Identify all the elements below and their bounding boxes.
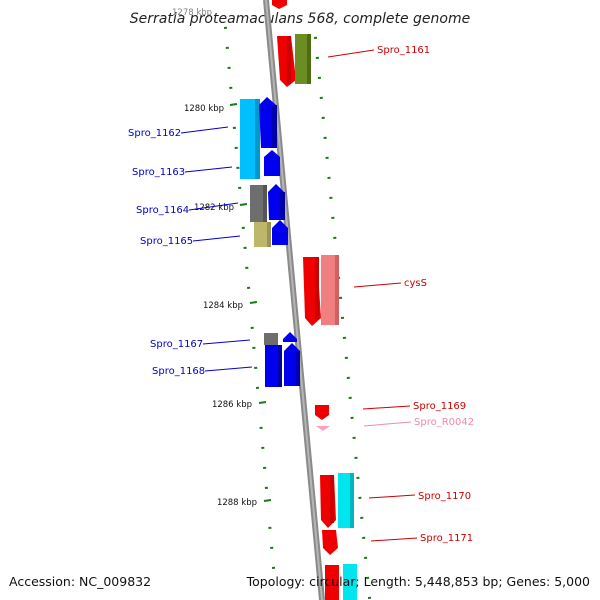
- gene-spro-1167[interactable]: [264, 333, 278, 345]
- major-tick: 1286 kbp: [212, 400, 267, 410]
- tick-label-1282: 1282 kbp: [194, 203, 234, 213]
- gene-red-cys-left[interactable]: [303, 257, 321, 326]
- genome-backbone-highlight: [265, 0, 323, 600]
- label-cysS[interactable]: cysS: [404, 278, 427, 289]
- gene-spro-1162[interactable]: [240, 99, 260, 179]
- label-spro-1168[interactable]: Spro_1168: [152, 366, 205, 377]
- topology-text: Topology: circular; Length: 5,448,853 bp…: [246, 574, 590, 589]
- label-spro-1165[interactable]: Spro_1165: [140, 236, 193, 247]
- tick-label-1284: 1284 kbp: [203, 301, 243, 311]
- gene-cyan[interactable]: [338, 473, 354, 528]
- gene-cysS[interactable]: [321, 255, 339, 325]
- label-spro-r0042[interactable]: Spro_R0042: [414, 417, 474, 428]
- tick-label-1286: 1286 kbp: [212, 400, 252, 410]
- major-tick: 1280 kbp: [184, 103, 238, 114]
- label-spro-1167[interactable]: Spro_1167: [150, 339, 203, 350]
- gene-spro-1169[interactable]: [315, 405, 329, 420]
- accession-text: Accession: NC_009832: [9, 574, 151, 589]
- gene-blue-small-3[interactable]: [283, 332, 297, 342]
- gene-bottom-red[interactable]: [325, 565, 339, 600]
- gene-spro-1168[interactable]: [265, 345, 282, 387]
- tick-label-1280: 1280 kbp: [184, 104, 224, 114]
- gene-bottom-cyan[interactable]: [343, 564, 357, 600]
- label-spro-1170[interactable]: Spro_1170: [418, 491, 471, 502]
- gene-spro-1171[interactable]: [322, 530, 338, 555]
- left-tick-track: [223, 26, 276, 569]
- label-spro-1162[interactable]: Spro_1162: [128, 128, 181, 139]
- gene-spro-1170[interactable]: [320, 475, 336, 528]
- gene-blue-small-2[interactable]: [272, 220, 288, 245]
- label-spro-1164[interactable]: Spro_1164: [136, 205, 189, 216]
- map-title: Serratia proteamaculans 568, complete ge…: [130, 11, 470, 27]
- gene-spro-1165[interactable]: [254, 222, 271, 247]
- label-spro-1169[interactable]: Spro_1169: [413, 401, 466, 412]
- label-spro-1171[interactable]: Spro_1171: [420, 533, 473, 544]
- gene-blue-upper-2[interactable]: [268, 184, 285, 220]
- major-tick: 1288 kbp: [217, 498, 272, 508]
- major-tick: 1282 kbp: [194, 203, 248, 213]
- label-spro-1163[interactable]: Spro_1163: [132, 167, 185, 178]
- gene-olive[interactable]: [295, 34, 311, 84]
- gene-spro-1164[interactable]: [250, 185, 267, 222]
- top-tick-label: 1278 kbp: [172, 8, 212, 18]
- gene-spro-r0042[interactable]: [316, 426, 330, 431]
- gene-spro-1161[interactable]: [277, 36, 296, 87]
- major-tick: 1284 kbp: [203, 301, 258, 311]
- tick-label-1288: 1288 kbp: [217, 498, 257, 508]
- gene-arrow-top[interactable]: [272, 0, 287, 9]
- label-spro-1161[interactable]: Spro_1161: [377, 45, 430, 56]
- gene-blue-lower[interactable]: [284, 343, 300, 386]
- gene-spro-1163[interactable]: [264, 150, 280, 176]
- gene-blue-upper-1[interactable]: [259, 97, 277, 148]
